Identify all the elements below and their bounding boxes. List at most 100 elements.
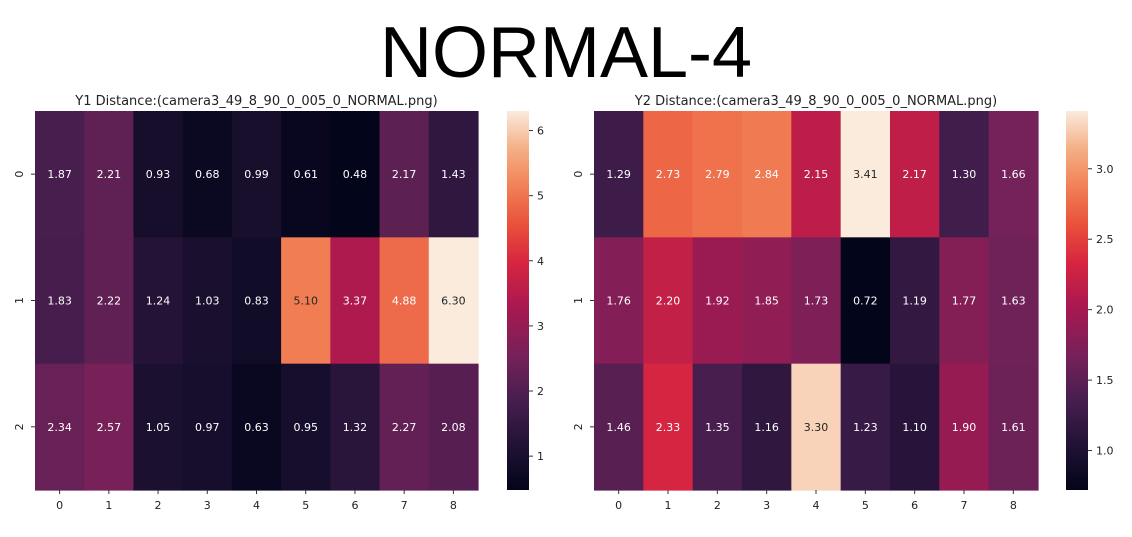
- heatmap-cell: [594, 111, 644, 238]
- heatmap-cell: [379, 237, 430, 365]
- cell-value-label: 0.72: [853, 295, 878, 308]
- heatmap-cell: [791, 111, 842, 238]
- panel-title: Y2 Distance:(camera3_49_8_90_0_005_0_NOR…: [634, 94, 998, 109]
- cell-value-label: 1.76: [606, 295, 631, 308]
- heatmap-cell: [988, 363, 1039, 491]
- cell-value-label: 2.84: [754, 168, 779, 181]
- x-tick-label: 4: [253, 499, 260, 512]
- heatmap-cell: [742, 237, 792, 365]
- cell-value-label: 2.33: [656, 421, 681, 434]
- colorbar: [507, 111, 529, 490]
- heatmap-cell: [742, 111, 792, 238]
- heatmap-cell: [742, 363, 792, 491]
- cell-value-label: 1.23: [853, 421, 878, 434]
- heatmap-cell: [133, 237, 184, 365]
- colorbar-tick-label: 3.0: [1096, 163, 1114, 176]
- heatmap-cell: [182, 363, 233, 491]
- heatmap-cell: [182, 111, 233, 238]
- colorbar-tick-label: 6: [537, 125, 544, 138]
- heatmap-cell: [428, 111, 479, 238]
- heatmap-cell: [890, 363, 940, 491]
- heatmap-cell: [231, 363, 282, 491]
- colorbar-tick-label: 5: [537, 190, 544, 203]
- heatmap-cell: [643, 111, 694, 238]
- colorbar-tick-label: 2.5: [1096, 233, 1114, 246]
- y-tick-label: 2: [13, 423, 26, 430]
- heatmap-cell: [890, 111, 940, 238]
- cell-value-label: 3.30: [804, 421, 829, 434]
- heatmap-cell: [840, 237, 891, 365]
- heatmap-cell: [594, 363, 644, 491]
- heatmap-cell: [428, 237, 479, 365]
- cell-value-label: 1.90: [952, 421, 977, 434]
- x-tick-label: 1: [665, 499, 672, 512]
- cell-value-label: 0.95: [293, 421, 318, 434]
- x-tick-label: 8: [450, 499, 457, 512]
- y-tick-label: 1: [572, 297, 585, 304]
- x-tick-label: 2: [714, 499, 721, 512]
- heatmap-cell: [692, 237, 743, 365]
- x-tick-label: 1: [105, 499, 112, 512]
- cell-value-label: 1.32: [343, 421, 368, 434]
- cell-value-label: 0.61: [293, 168, 318, 181]
- cell-value-label: 2.27: [392, 421, 417, 434]
- y-tick-label: 1: [13, 297, 26, 304]
- x-tick-label: 2: [155, 499, 162, 512]
- cell-value-label: 1.43: [441, 168, 466, 181]
- heatmap-cell: [890, 237, 940, 365]
- cell-value-label: 1.63: [1001, 295, 1026, 308]
- x-tick-label: 8: [1010, 499, 1017, 512]
- heatmap-cell: [35, 111, 85, 238]
- cell-value-label: 2.57: [97, 421, 122, 434]
- heatmap-cell: [692, 363, 743, 491]
- cell-value-label: 1.35: [705, 421, 730, 434]
- cell-value-label: 1.10: [902, 421, 927, 434]
- y-tick-label: 2: [572, 423, 585, 430]
- heatmap-cell: [988, 111, 1039, 238]
- heatmap-panel-1: Y1 Distance:(camera3_49_8_90_0_005_0_NOR…: [13, 94, 544, 512]
- colorbar: [1066, 111, 1088, 490]
- heatmap-cell: [84, 111, 135, 238]
- cell-value-label: 4.88: [392, 295, 417, 308]
- cell-value-label: 2.15: [804, 168, 829, 181]
- y-tick-label: 0: [572, 171, 585, 178]
- cell-value-label: 0.99: [244, 168, 269, 181]
- heatmap-cell: [594, 237, 644, 365]
- heatmap-cell: [330, 111, 381, 238]
- heatmap-cell: [692, 111, 743, 238]
- cell-value-label: 2.79: [705, 168, 730, 181]
- cell-value-label: 5.10: [293, 295, 318, 308]
- heatmap-cell: [231, 237, 282, 365]
- colorbar-tick-label: 1.5: [1096, 374, 1114, 387]
- x-tick-label: 7: [961, 499, 968, 512]
- cell-value-label: 1.03: [195, 295, 220, 308]
- heatmap-cell: [840, 111, 891, 238]
- cell-value-label: 2.17: [902, 168, 927, 181]
- heatmap-cell: [35, 237, 85, 365]
- cell-value-label: 1.66: [1001, 168, 1026, 181]
- cell-value-label: 1.05: [146, 421, 171, 434]
- heatmap-cell: [35, 363, 85, 491]
- colorbar-tick-label: 2.0: [1096, 304, 1114, 317]
- heatmap-cell: [840, 363, 891, 491]
- heatmap-cell: [133, 111, 184, 238]
- figure-title: NORMAL-4: [379, 13, 753, 93]
- cell-value-label: 1.92: [705, 295, 730, 308]
- cell-value-label: 1.83: [47, 295, 72, 308]
- cell-value-label: 2.34: [47, 421, 72, 434]
- heatmap-cell: [939, 237, 990, 365]
- cell-value-label: 1.30: [952, 168, 977, 181]
- colorbar-tick-label: 3: [537, 320, 544, 333]
- cell-value-label: 1.24: [146, 295, 171, 308]
- cell-value-label: 1.77: [952, 295, 977, 308]
- cell-value-label: 1.73: [804, 295, 829, 308]
- colorbar-tick-label: 1.0: [1096, 445, 1114, 458]
- heatmap-cell: [231, 111, 282, 238]
- heatmap-cell: [84, 363, 135, 491]
- colorbar-tick-label: 1: [537, 450, 544, 463]
- cell-value-label: 1.85: [754, 295, 779, 308]
- heatmap-cell: [182, 237, 233, 365]
- cell-value-label: 0.63: [244, 421, 269, 434]
- cell-value-label: 2.08: [441, 421, 466, 434]
